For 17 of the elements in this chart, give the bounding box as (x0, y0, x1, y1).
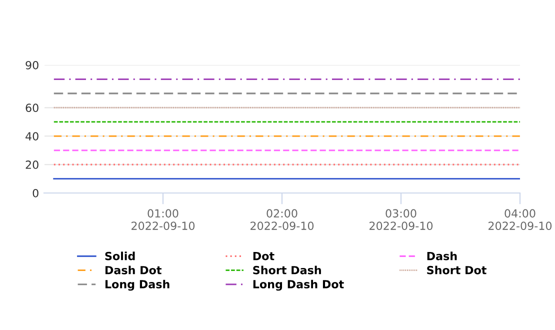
x-tick-label: 03:00 2022-09-10 (370, 209, 433, 230)
legend-label: Dash (427, 252, 457, 260)
legend-label: Long Dash (105, 280, 170, 291)
legend-label: Dash Dot (105, 266, 162, 274)
y-tick-label: 60 (26, 104, 38, 112)
legend-label: Solid (105, 252, 135, 260)
legend-label: Short Dot (427, 266, 486, 274)
y-tick-label: 90 (26, 60, 38, 70)
legend-label: Dot (253, 252, 274, 260)
y-tick-label: 40 (26, 132, 38, 140)
y-tick-label: 0 (32, 188, 38, 198)
x-tick-label: 04:00 2022-09-10 (488, 209, 552, 230)
y-tick-label: 20 (26, 160, 38, 169)
x-tick-label: 02:00 2022-09-10 (250, 209, 314, 230)
legend-label: Short Dash (253, 266, 321, 274)
legend-label: Long Dash Dot (253, 280, 344, 291)
x-tick-label: 01:00 2022-09-10 (132, 209, 195, 230)
